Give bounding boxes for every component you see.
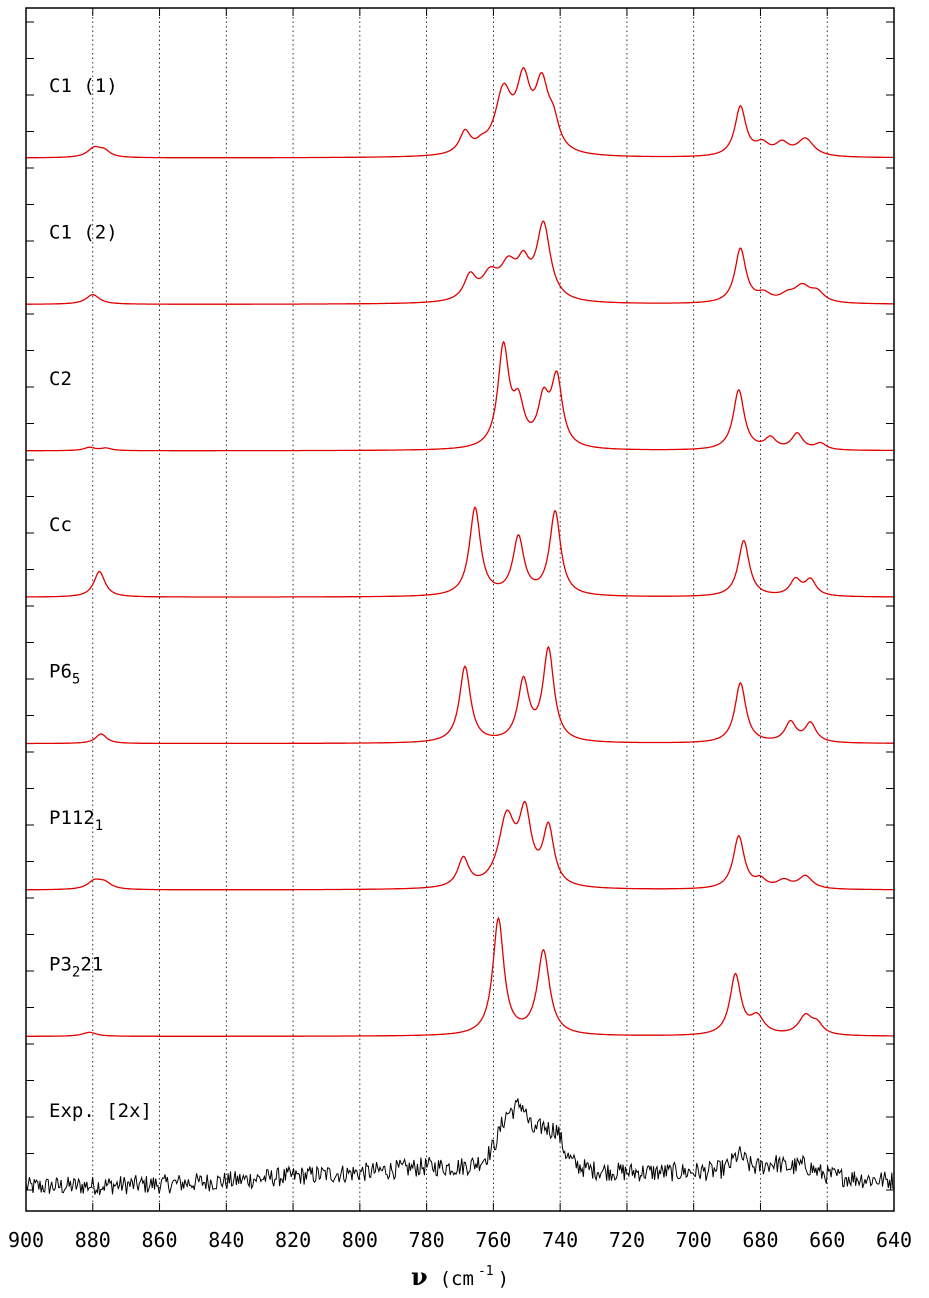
series-label-base: C1 (2) (49, 221, 118, 243)
series-label-base: Exp. [2x] (49, 1100, 152, 1122)
series-label-base: P3 (49, 953, 72, 975)
x-tick-label: 660 (809, 1228, 845, 1252)
plot-frame (25, 7, 895, 1212)
series-label-tail: 21 (80, 953, 103, 975)
x-tick-label: 900 (8, 1228, 44, 1252)
series-label-subscript: 5 (72, 672, 80, 688)
series-line-3 (26, 340, 894, 452)
series-label-subscript: 2 (72, 964, 80, 980)
series-label: C2 (49, 368, 72, 390)
series-label-base: P6 (49, 661, 72, 683)
series-lines (25, 67, 894, 1196)
x-axis-unit-close: ) (498, 1268, 509, 1290)
x-tick-label: 740 (542, 1228, 578, 1252)
x-tick-label: 840 (208, 1228, 244, 1252)
series-line-4 (26, 505, 894, 598)
x-axis-symbol: ν (411, 1262, 428, 1291)
x-tick-label: 820 (275, 1228, 311, 1252)
series-label: Exp. [2x] (49, 1100, 152, 1122)
x-axis-unit-exponent: -1 (478, 1264, 494, 1279)
series-label-base: Cc (49, 514, 72, 536)
vertical-grid-lines (92, 8, 828, 1211)
series-line-5 (26, 645, 894, 745)
axis-ticks (25, 8, 895, 1211)
series-label: C1 (1) (49, 75, 118, 97)
series-label: P1121 (49, 807, 103, 834)
x-axis-title: ν (cm -1 ) (411, 1262, 509, 1291)
series-line-1 (26, 67, 894, 159)
series-label: C1 (2) (49, 221, 118, 243)
series-line-8 (25, 1098, 894, 1196)
x-tick-label: 720 (609, 1228, 645, 1252)
x-tick-label: 640 (876, 1228, 912, 1252)
series-label-base: C2 (49, 368, 72, 390)
x-tick-label: 860 (141, 1228, 177, 1252)
x-tick-label: 800 (342, 1228, 378, 1252)
x-tick-label: 780 (409, 1228, 445, 1252)
x-axis-unit-open: (cm (440, 1268, 474, 1290)
series-label: P3221 (49, 953, 103, 980)
x-tick-label: 700 (676, 1228, 712, 1252)
series-label-base: P112 (49, 807, 95, 829)
x-tick-labels: 900 880 860 840 820 800 780 760 740 720 700 680 660 6… (8, 1228, 912, 1252)
series-line-6 (26, 800, 894, 891)
series-label: Cc (49, 514, 72, 536)
series-labels: C1 (1) C1 (2) C2 Cc P65 P1121 P3221 Exp. [2x] (49, 75, 152, 1122)
series-line-7 (26, 916, 894, 1037)
x-tick-label: 680 (742, 1228, 778, 1252)
series-line-2 (26, 220, 894, 305)
series-label-subscript: 1 (95, 818, 103, 834)
series-label: P65 (49, 661, 80, 688)
series-label-base: C1 (1) (49, 75, 118, 97)
x-tick-label: 880 (75, 1228, 111, 1252)
x-tick-label: 760 (475, 1228, 511, 1252)
